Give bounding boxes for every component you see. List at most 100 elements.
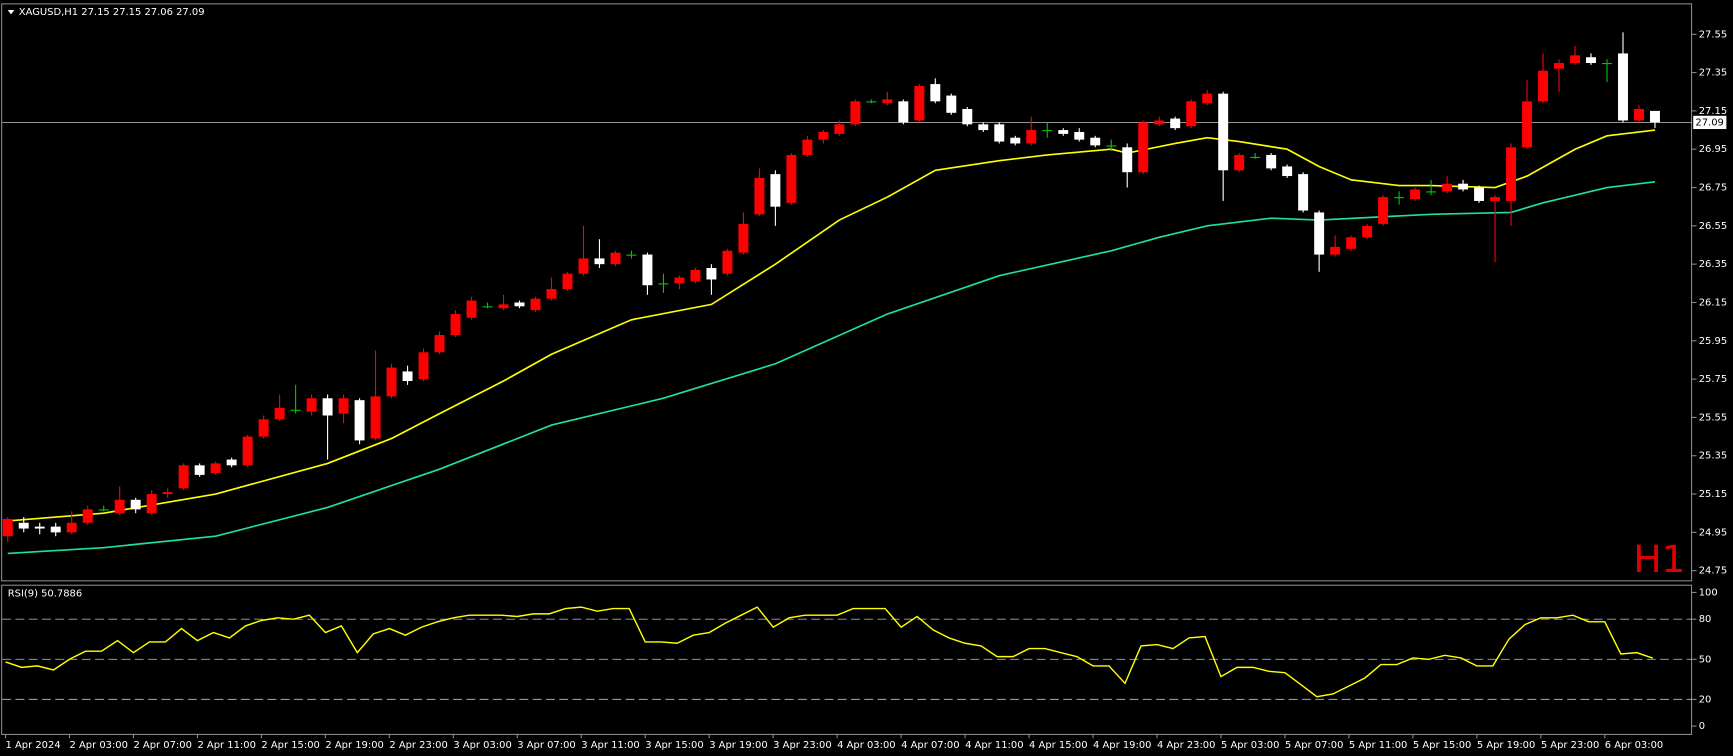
- moving-average: [7, 180, 1656, 555]
- y-tick-label: 26.95: [1699, 144, 1727, 155]
- candle-body: [370, 396, 381, 439]
- candle-body: [386, 367, 397, 397]
- x-tick-label: 5 Apr 19:00: [1477, 740, 1535, 751]
- candle-body: [274, 407, 285, 420]
- candle-body: [402, 371, 413, 382]
- candle-body: [1474, 187, 1485, 201]
- candle-body: [466, 300, 477, 318]
- candle-body: [66, 522, 77, 533]
- candle-body: [610, 252, 621, 265]
- candle-body: [978, 124, 989, 131]
- menu-triangle[interactable]: [7, 9, 15, 15]
- candle-body: [1090, 137, 1101, 146]
- main-panel-frame: [1, 3, 1693, 582]
- y-tick-label: 25.35: [1699, 451, 1727, 462]
- candle-body: [1154, 120, 1165, 125]
- candle-body: [754, 177, 765, 215]
- candle-body: [1202, 93, 1213, 104]
- x-tick-label: 3 Apr 15:00: [645, 740, 703, 751]
- candle-body: [1058, 130, 1069, 134]
- candle-body: [50, 526, 61, 533]
- candle-body: [834, 124, 845, 134]
- candle-body: [1506, 147, 1517, 201]
- y-tick-label: 27.15: [1699, 106, 1727, 117]
- y-tick-label: 25.55: [1699, 412, 1727, 423]
- y-tick-label: 24.75: [1699, 566, 1727, 577]
- x-tick-label: 5 Apr 03:00: [1221, 740, 1279, 751]
- y-tick-label: 26.75: [1699, 183, 1727, 194]
- candle-body: [674, 277, 685, 284]
- y-tick-label: 0: [1699, 721, 1705, 732]
- x-tick-label: 2 Apr 23:00: [389, 740, 447, 751]
- candle-body: [802, 139, 813, 155]
- candle-body: [658, 283, 669, 285]
- candle-body: [338, 398, 349, 414]
- price-label: 27.09: [1695, 117, 1723, 128]
- candle-body: [34, 526, 45, 529]
- y-tick-label: 24.95: [1699, 527, 1727, 538]
- candle-body: [82, 509, 93, 523]
- timeframe-label: H1: [1633, 537, 1685, 581]
- candle-body: [1234, 154, 1245, 171]
- x-tick-label: 5 Apr 23:00: [1541, 740, 1599, 751]
- y-tick-label: 20: [1699, 694, 1712, 705]
- y-tick-label: 25.75: [1699, 374, 1727, 385]
- y-tick-label: 25.15: [1699, 489, 1727, 500]
- candle-body: [706, 267, 717, 280]
- candle-body: [818, 131, 829, 140]
- candle-body: [1410, 189, 1421, 200]
- candle-body: [98, 509, 109, 511]
- candle-body: [194, 465, 205, 475]
- candle-body: [994, 124, 1005, 142]
- x-tick-label: 2 Apr 03:00: [69, 740, 127, 751]
- candle-body: [498, 304, 509, 309]
- x-tick-label: 2 Apr 07:00: [133, 740, 191, 751]
- x-tick-label: 4 Apr 19:00: [1093, 740, 1151, 751]
- candle-body: [946, 95, 957, 113]
- x-tick-label: 2 Apr 19:00: [325, 740, 383, 751]
- candle-body: [1122, 147, 1133, 173]
- candle-body: [306, 398, 317, 412]
- candle-body: [1442, 183, 1453, 192]
- candle-body: [962, 108, 973, 125]
- candle-body: [1570, 55, 1580, 64]
- y-tick-label: 100: [1699, 587, 1718, 598]
- candle-body: [242, 436, 253, 466]
- candle-body: [226, 459, 237, 466]
- header-label: XAGUSD,H1 27.15 27.15 27.06 27.09: [19, 7, 205, 18]
- y-tick-label: 80: [1699, 614, 1712, 625]
- candle-body: [1602, 63, 1612, 65]
- x-tick-label: 5 Apr 07:00: [1285, 740, 1343, 751]
- candle-body: [178, 465, 189, 489]
- candle-body: [770, 174, 781, 207]
- candle-body: [594, 258, 605, 265]
- candle-body: [2, 518, 13, 537]
- candle-body: [146, 494, 157, 514]
- x-tick-label: 4 Apr 23:00: [1157, 740, 1215, 751]
- x-tick-label: 4 Apr 07:00: [901, 740, 959, 751]
- x-tick-label: 3 Apr 11:00: [581, 740, 639, 751]
- candle-body: [1106, 145, 1117, 147]
- candle-body: [258, 419, 269, 437]
- candle-body: [1026, 130, 1037, 144]
- candle-body: [354, 400, 365, 441]
- candle-body: [642, 254, 653, 286]
- candle-body: [1138, 122, 1149, 173]
- rsi-title: RSI(9) 50.7886: [8, 589, 82, 600]
- candle-body: [1490, 197, 1501, 201]
- y-tick-label: 27.55: [1699, 29, 1727, 40]
- candle-body: [626, 254, 637, 256]
- candle-body: [1586, 57, 1596, 64]
- candle-body: [290, 409, 301, 411]
- candle-body: [1426, 191, 1437, 193]
- candle-body: [418, 352, 429, 380]
- x-tick-label: 5 Apr 15:00: [1413, 740, 1471, 751]
- candle-body: [738, 223, 749, 253]
- candle-body: [786, 154, 797, 203]
- candle-body: [914, 85, 925, 121]
- x-tick-label: 1 Apr 2024: [6, 740, 61, 751]
- candle-body: [434, 335, 445, 353]
- candle-body: [514, 302, 525, 307]
